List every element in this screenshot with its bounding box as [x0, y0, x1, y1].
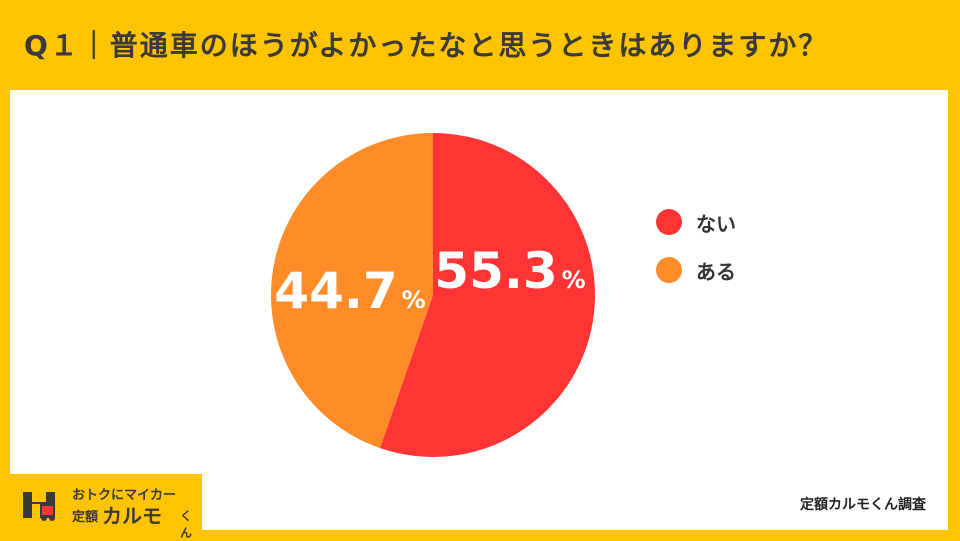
logo-brand-name: カルモ — [102, 504, 162, 528]
data-label-aru: 44.7% — [274, 262, 425, 320]
legend-label-nai: ない — [696, 211, 736, 236]
pie-slice-aru — [271, 133, 433, 449]
logo-prefix: 定額 — [72, 510, 99, 525]
page-title: Q１｜普通車のほうがよかったなと思うときはありますか？ — [24, 29, 829, 62]
car-logo-icon — [18, 482, 60, 524]
chart-panel: 55.3% 44.7% ない ある 定額カルモくん調査 — [10, 90, 948, 530]
legend-swatch-aru — [656, 257, 682, 283]
pie-slice-nai — [380, 133, 595, 457]
title-bar: Q１｜普通車のほうがよかったなと思うときはありますか？ — [0, 0, 960, 90]
legend-label-aru: ある — [696, 259, 736, 284]
data-label-nai: 55.3% — [434, 242, 585, 300]
source-label: 定額カルモくん調査 — [800, 497, 926, 513]
logo-suffix: くん — [180, 509, 193, 540]
legend-item-aru: ある — [656, 256, 736, 284]
legend: ない ある — [656, 208, 736, 304]
legend-item-nai: ない — [656, 208, 736, 236]
logo-tagline: おトクにマイカー — [72, 488, 177, 503]
brand-logo: おトクにマイカー 定額 カルモ くん — [10, 474, 202, 540]
pie-chart: 55.3 %44.7% — [271, 133, 595, 457]
legend-swatch-nai — [656, 209, 682, 235]
